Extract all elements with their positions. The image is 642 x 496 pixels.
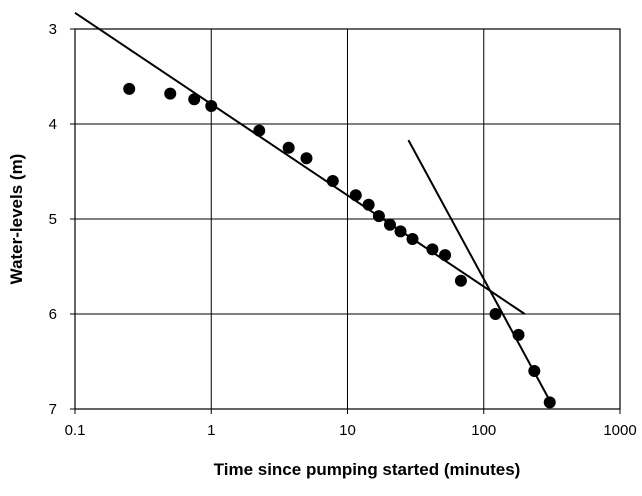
- data-point: [383, 218, 396, 231]
- data-point: [349, 189, 362, 202]
- data-point: [489, 308, 502, 320]
- y-tick-label: 4: [49, 116, 57, 133]
- x-tick-label: 0.1: [65, 422, 86, 439]
- y-tick-label: 7: [49, 401, 57, 418]
- data-point: [205, 99, 218, 112]
- data-points: [123, 82, 556, 409]
- y-tick-label: 5: [49, 211, 57, 228]
- data-point: [164, 87, 177, 100]
- data-point: [528, 365, 541, 377]
- fit-line: [407, 139, 552, 403]
- data-point: [406, 232, 419, 245]
- y-tick-label: 6: [49, 306, 57, 323]
- x-tick-label: 1000: [603, 422, 636, 439]
- data-point: [512, 328, 525, 341]
- data-point: [123, 82, 136, 95]
- data-point: [188, 93, 201, 106]
- x-axis-title: Time since pumping started (minutes): [214, 460, 521, 479]
- fit-line: [74, 12, 526, 315]
- data-point: [253, 124, 266, 137]
- fit-lines: [74, 12, 552, 403]
- x-tick-label: 1: [207, 422, 215, 439]
- data-point: [282, 141, 295, 154]
- data-point: [394, 225, 407, 238]
- y-tick-label: 3: [49, 21, 57, 38]
- data-point: [543, 396, 556, 409]
- data-point: [454, 274, 467, 287]
- x-tick-label: 10: [339, 422, 356, 439]
- data-point: [362, 198, 375, 211]
- x-tick-label: 100: [471, 422, 496, 439]
- y-axis-title: Water-levels (m): [7, 154, 26, 285]
- x-axis-ticks: 0.1 1 10 100 1000: [65, 409, 637, 439]
- data-point: [439, 249, 452, 262]
- y-axis-ticks: 3 4 5 6 7: [49, 21, 75, 418]
- grid-lines: [74, 28, 621, 410]
- data-point: [372, 210, 385, 223]
- data-point: [300, 152, 313, 165]
- data-point: [326, 175, 339, 187]
- data-point: [426, 243, 439, 256]
